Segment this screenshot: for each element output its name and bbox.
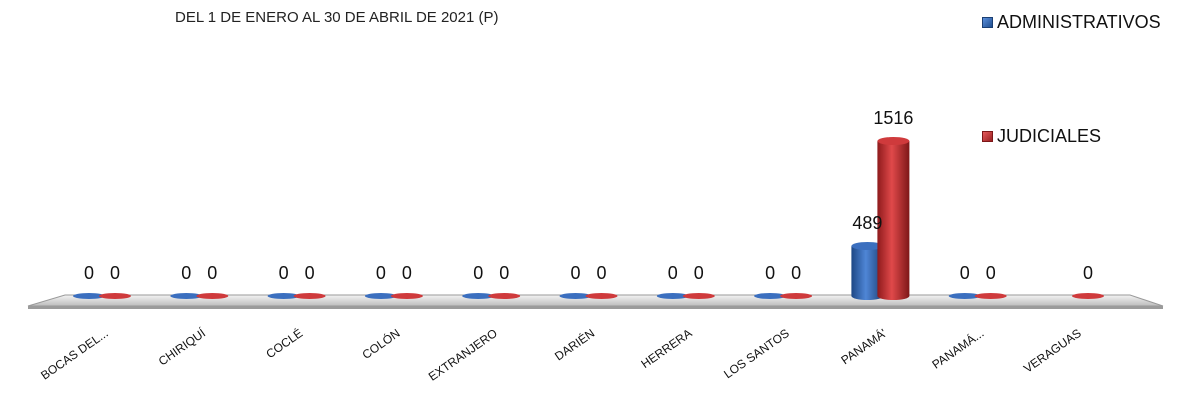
data-label: 0: [986, 263, 996, 283]
data-label: 0: [207, 263, 217, 283]
data-label: 0: [181, 263, 191, 283]
bar: [682, 293, 715, 299]
x-tick-label: HERRERA: [638, 326, 694, 371]
data-label: 0: [499, 263, 509, 283]
bar: [293, 293, 326, 299]
legend-label: ADMINISTRATIVOS: [997, 12, 1161, 32]
x-tick-label: PANAMÁ...: [929, 325, 987, 372]
x-tick-label: PANAMÁ': [838, 325, 889, 367]
data-label: 0: [376, 263, 386, 283]
chart-floor-edge: [28, 306, 1163, 309]
x-tick-label: VERAGUAS: [1021, 326, 1084, 376]
data-label: 0: [1083, 263, 1093, 283]
data-label: 0: [668, 263, 678, 283]
bar: [364, 293, 397, 299]
bar: [267, 293, 300, 299]
bar: [948, 293, 981, 299]
legend-item-judiciales: JUDICIALES: [982, 126, 1101, 147]
x-tick-label: COCLÉ: [263, 325, 305, 361]
bar: [99, 293, 131, 299]
chart-subtitle: DEL 1 DE ENERO AL 30 DE ABRIL DE 2021 (P…: [175, 9, 499, 26]
bar: [73, 293, 105, 299]
bar: [559, 293, 592, 299]
x-tick-label: CHIRIQUÍ: [155, 325, 208, 369]
data-label: 0: [765, 263, 775, 283]
bar: [974, 293, 1007, 299]
x-tick-label: LOS SANTOS: [721, 326, 792, 381]
data-label: 0: [596, 263, 606, 283]
data-label: 0: [110, 263, 120, 283]
legend-swatch-red-icon: [982, 131, 993, 142]
legend-swatch-blue-icon: [982, 17, 993, 28]
x-tick-label: DARIÉN: [551, 325, 597, 363]
data-label: 0: [305, 263, 315, 283]
data-label: 0: [791, 263, 801, 283]
data-label: 1516: [873, 108, 913, 128]
data-label: 0: [279, 263, 289, 283]
x-tick-label: COLÓN: [359, 325, 403, 362]
bar: [170, 293, 203, 299]
data-label: 489: [852, 213, 882, 233]
x-tick-label: EXTRANJERO: [426, 326, 500, 384]
data-label: 0: [570, 263, 580, 283]
data-label: 0: [473, 263, 483, 283]
bar: [196, 293, 229, 299]
bar: [1072, 293, 1104, 299]
legend-item-administrativos: ADMINISTRATIVOS: [982, 12, 1161, 33]
data-label: 0: [694, 263, 704, 283]
bar: [851, 242, 884, 300]
bar: [488, 293, 521, 299]
bar: [754, 293, 787, 299]
bar: [780, 293, 813, 299]
bar: [656, 293, 689, 299]
legend-label: JUDICIALES: [997, 126, 1102, 146]
x-tick-label: BOCAS DEL...: [38, 326, 110, 383]
data-label: 0: [960, 263, 970, 283]
bar: [390, 293, 423, 299]
bar: [585, 293, 618, 299]
bar: [462, 293, 495, 299]
bar: [877, 137, 910, 300]
data-label: 0: [402, 263, 412, 283]
data-label: 0: [84, 263, 94, 283]
